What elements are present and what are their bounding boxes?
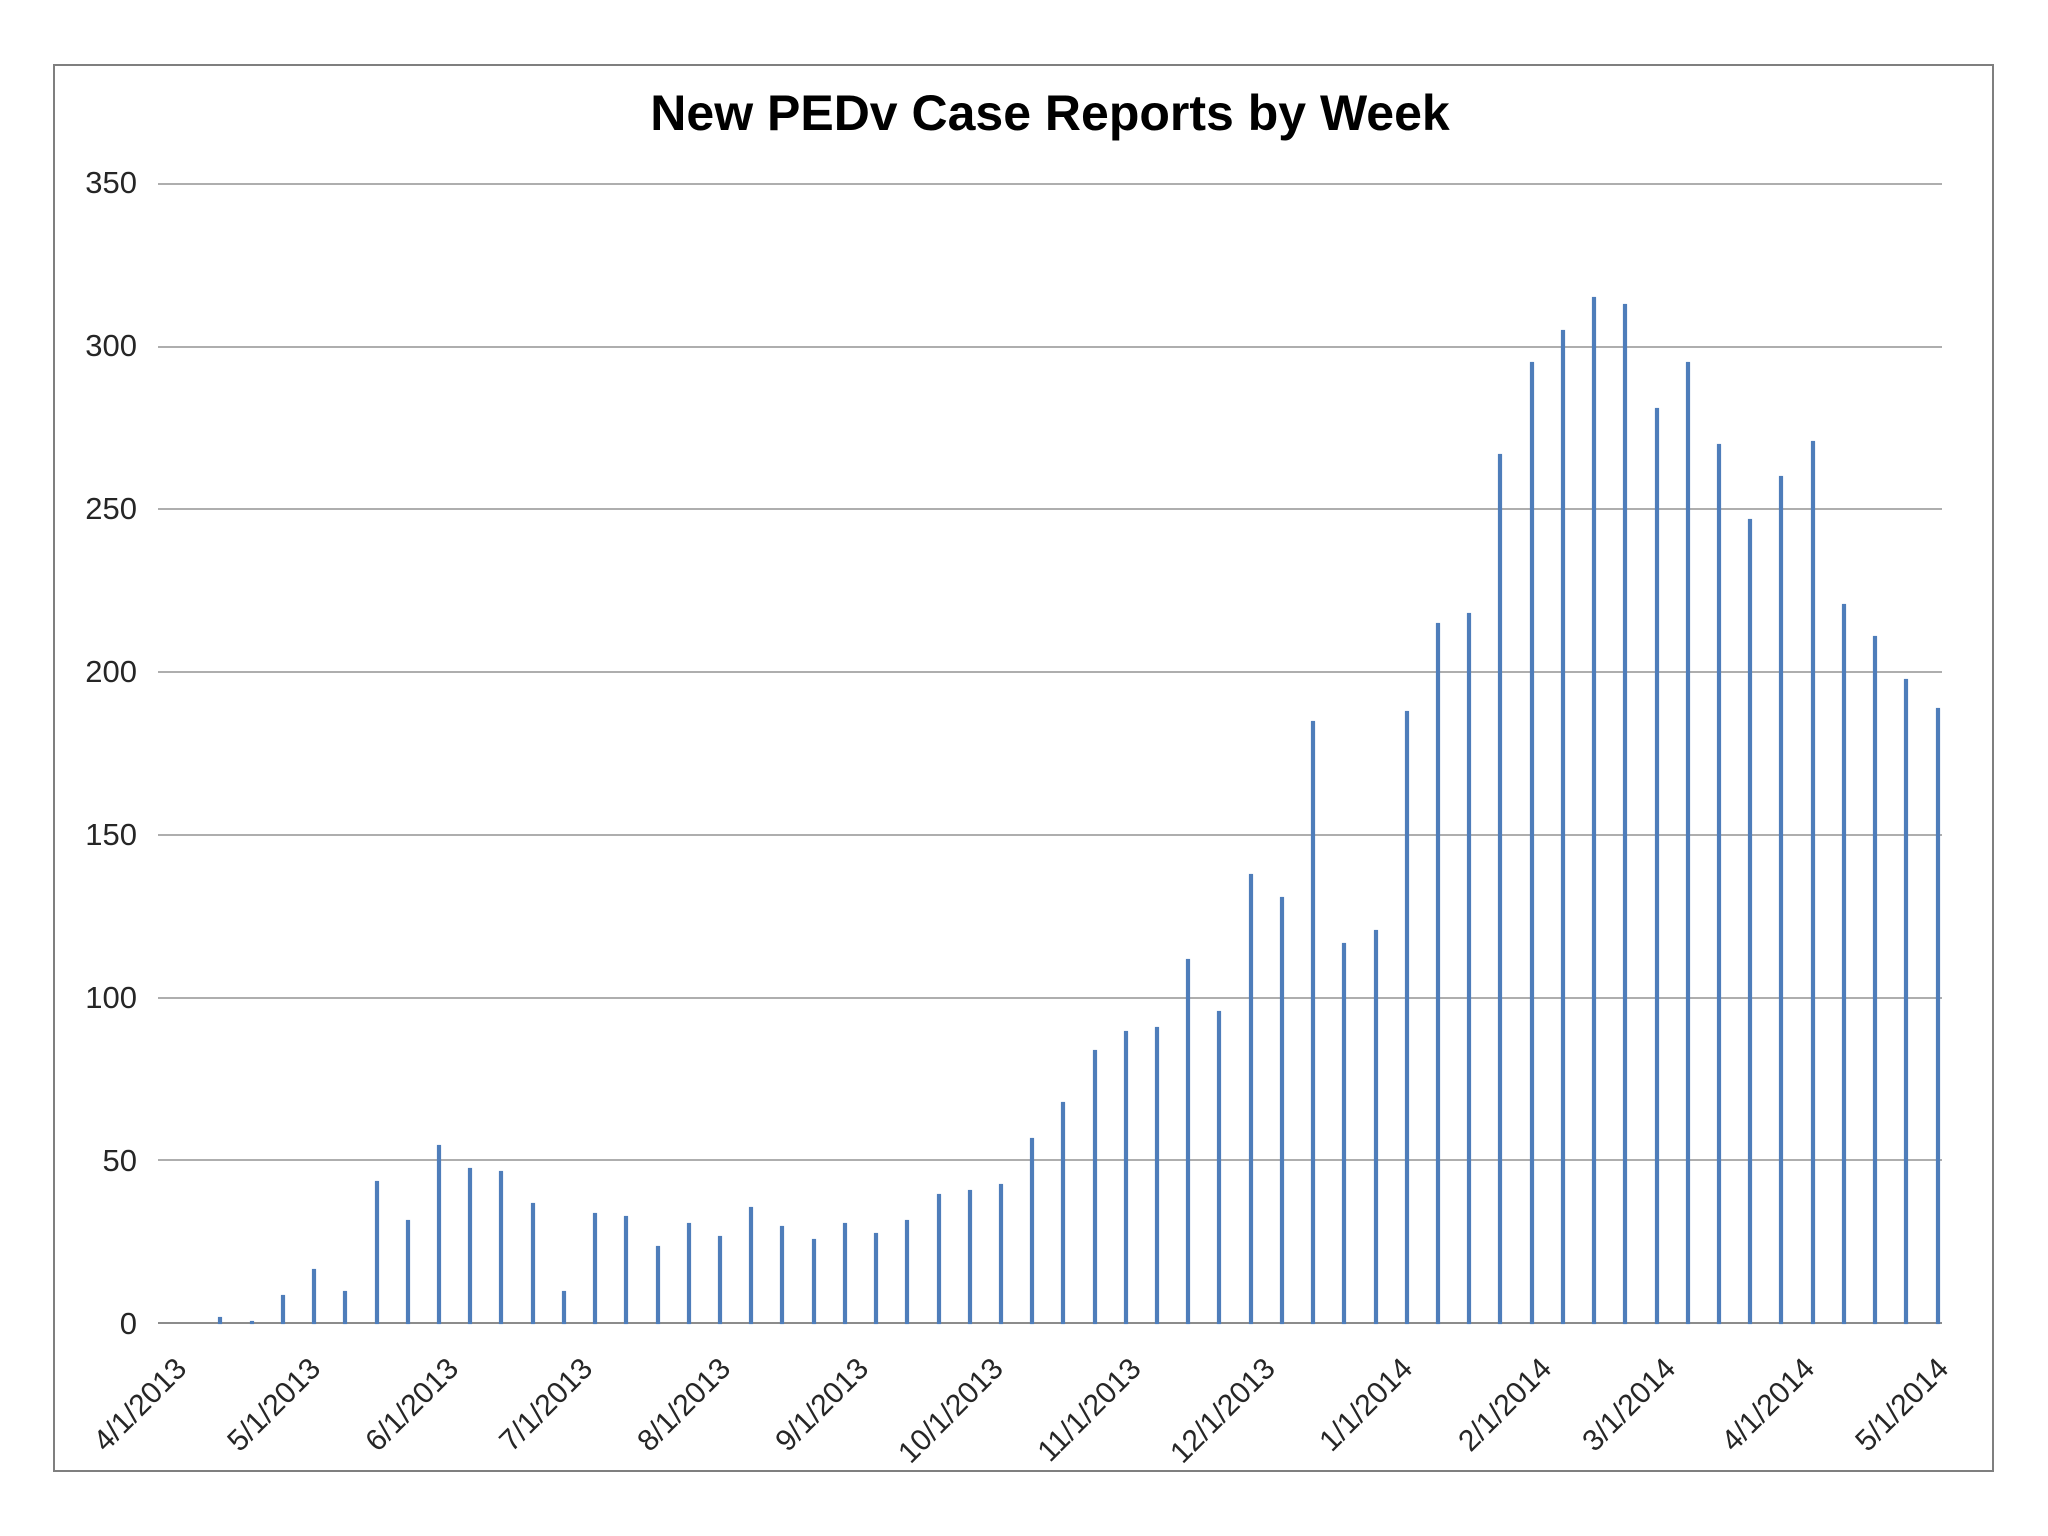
bar-week-10/31/2013 (1124, 1031, 1128, 1324)
bar-week-5/23/2013 (406, 1220, 410, 1324)
bar-week-4/11/2013 (218, 1317, 222, 1324)
chart-title: New PEDv Case Reports by Week (650, 85, 1450, 141)
bar-week-7/25/2013 (687, 1223, 691, 1324)
bar-week-2/27/2014 (1655, 408, 1659, 1324)
bar-week-5/16/2013 (375, 1181, 379, 1324)
bar-week-8/1/2013 (718, 1236, 722, 1324)
bar-week-12/5/2013 (1280, 897, 1284, 1324)
bar-week-12/19/2013 (1342, 943, 1346, 1324)
bar-week-10/10/2013 (1030, 1138, 1034, 1324)
bar-week-11/28/2013 (1249, 874, 1253, 1324)
bar-week-5/1/2014 (1936, 708, 1940, 1324)
bar-week-5/30/2013 (437, 1145, 441, 1324)
bar-week-5/9/2013 (343, 1291, 347, 1324)
gridline-150 (158, 834, 1942, 836)
bar-week-8/15/2013 (780, 1226, 784, 1324)
bar-week-4/24/2014 (1904, 679, 1908, 1324)
bar-week-4/3/2014 (1811, 441, 1815, 1324)
bar-week-4/17/2014 (1873, 636, 1877, 1324)
bar-week-9/12/2013 (905, 1220, 909, 1324)
bar-week-11/7/2013 (1155, 1027, 1159, 1324)
bar-week-10/3/2013 (999, 1184, 1003, 1324)
gridline-350 (158, 183, 1942, 185)
bar-week-4/10/2014 (1842, 604, 1846, 1324)
y-axis-label-350: 350 (85, 165, 137, 200)
bar-week-7/18/2013 (656, 1246, 660, 1324)
bar-week-4/25/2013 (281, 1295, 285, 1324)
bar-week-3/6/2014 (1686, 362, 1690, 1324)
bar-week-6/27/2013 (562, 1291, 566, 1324)
bar-week-2/13/2014 (1592, 297, 1596, 1324)
gridline-300 (158, 346, 1942, 348)
bar-week-1/23/2014 (1498, 454, 1502, 1324)
bar-week-12/12/2013 (1311, 721, 1315, 1324)
bar-week-10/17/2013 (1061, 1102, 1065, 1324)
bar-week-7/11/2013 (624, 1216, 628, 1324)
bar-week-7/4/2013 (593, 1213, 597, 1324)
bar-week-6/13/2013 (499, 1171, 503, 1324)
bar-week-6/20/2013 (531, 1203, 535, 1324)
plot-area (158, 183, 1942, 1324)
gridline-200 (158, 671, 1942, 673)
bar-week-1/16/2014 (1467, 613, 1471, 1324)
gridline-50 (158, 1159, 1942, 1161)
bar-week-1/2/2014 (1405, 711, 1409, 1324)
y-axis-label-100: 100 (85, 980, 137, 1015)
bar-week-2/6/2014 (1561, 330, 1565, 1324)
y-axis-label-150: 150 (85, 817, 137, 852)
bar-week-9/5/2013 (874, 1233, 878, 1324)
gridline-250 (158, 508, 1942, 510)
bar-week-5/2/2013 (312, 1269, 316, 1324)
bar-week-8/22/2013 (812, 1239, 816, 1324)
y-axis-label-0: 0 (119, 1306, 137, 1341)
bar-week-9/19/2013 (937, 1194, 941, 1324)
bar-week-12/26/2013 (1374, 930, 1378, 1324)
bar-week-8/8/2013 (749, 1207, 753, 1324)
bar-week-3/27/2014 (1779, 476, 1783, 1324)
bar-week-4/18/2013 (250, 1321, 254, 1324)
y-axis-label-300: 300 (85, 328, 137, 363)
gridline-100 (158, 997, 1942, 999)
y-axis-label-250: 250 (85, 491, 137, 526)
bar-week-2/20/2014 (1623, 304, 1627, 1324)
bar-week-8/29/2013 (843, 1223, 847, 1324)
y-axis-label-50: 50 (102, 1143, 137, 1178)
bar-week-1/9/2014 (1436, 623, 1440, 1324)
bar-week-9/26/2013 (968, 1190, 972, 1324)
bar-week-11/21/2013 (1217, 1011, 1221, 1324)
bar-week-3/13/2014 (1717, 444, 1721, 1324)
bar-week-3/20/2014 (1748, 519, 1752, 1324)
bar-week-11/14/2013 (1186, 959, 1190, 1324)
bar-week-1/30/2014 (1530, 362, 1534, 1324)
x-axis-line (158, 1322, 1942, 1324)
y-axis-label-200: 200 (85, 654, 137, 689)
bar-week-6/6/2013 (468, 1168, 472, 1324)
bar-week-10/24/2013 (1093, 1050, 1097, 1324)
